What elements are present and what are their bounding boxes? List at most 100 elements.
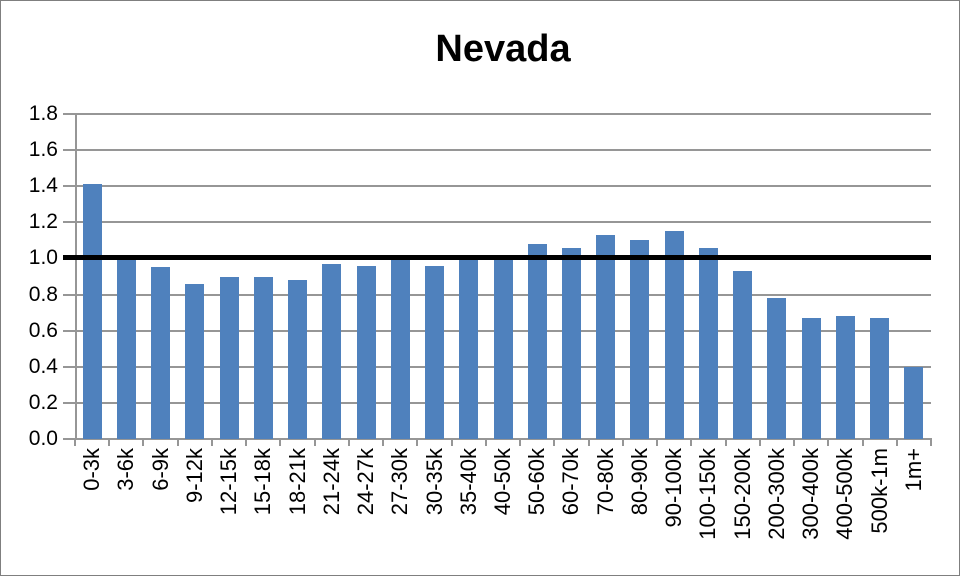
x-axis-tick [484,438,487,446]
chart-title: Nevada [435,28,571,70]
bar-9-12k [185,283,205,439]
x-axis-tick [758,438,761,446]
y-tick-label: 0.0 [28,427,58,450]
y-axis-tick [63,221,75,224]
x-axis-tick [347,438,350,446]
x-axis-tick [861,438,864,446]
x-tick-label: 400-500k [832,448,858,540]
bar-500k-1m [870,318,890,439]
y-axis-line [75,114,77,439]
x-axis-tick [313,438,316,446]
bar-24-27k [356,265,376,439]
x-axis-tick [382,438,385,446]
y-tick-label: 1.2 [28,210,58,234]
x-axis-tick [142,438,145,446]
y-tick-label: 1.8 [28,102,58,125]
y-tick-label: 0.2 [28,390,58,414]
y-tick-label: 0.4 [28,354,58,378]
x-tick-label: 18-21k [284,448,310,516]
x-axis-tick [519,438,522,446]
x-axis-tick [587,438,590,446]
x-tick-label: 12-15k [216,448,242,516]
y-tick-label: 0.8 [28,282,58,306]
x-axis-tick [553,438,556,446]
x-axis-tick [930,438,932,446]
bar-0-3k [82,184,102,439]
bar-50-60k [527,244,547,439]
x-tick-label: 6-9k [147,448,173,491]
bar-18-21k [288,280,308,439]
y-tick-label: 1.0 [28,246,58,270]
x-axis-tick [416,438,419,446]
y-axis-tick [63,401,75,404]
y-axis-tick [63,438,75,440]
reference-line [63,255,931,260]
bar-400-500k [835,316,855,439]
x-tick-label: 27-30k [387,448,413,516]
bar-300-400k [801,318,821,439]
bar-60-70k [561,247,581,439]
bar-40-50k [493,260,513,439]
x-tick-label: 200-300k [763,448,789,540]
x-axis-tick [279,438,282,446]
y-axis-tick [63,365,75,368]
x-tick-label: 9-12k [181,448,207,504]
x-tick-label: 3-6k [113,448,139,491]
gridline [75,113,931,115]
x-tick-label: 150-200k [729,448,755,540]
bar-100-150k [698,247,718,439]
bar-150-200k [733,271,753,439]
bar-12-15k [219,276,239,439]
x-tick-label: 0-3k [79,448,105,491]
gridline [75,149,931,152]
y-axis-tick [63,185,75,188]
bar-35-40k [459,260,479,439]
x-axis-line [75,438,931,440]
x-axis-tick [793,438,796,446]
x-axis-tick [450,438,453,446]
x-tick-label: 15-18k [250,448,276,516]
x-tick-label: 35-40k [455,448,481,516]
bar-70-80k [596,234,616,439]
bar-1m+ [904,366,924,439]
x-tick-label: 90-100k [661,448,687,528]
gridline [75,221,931,224]
x-axis-tick [895,438,898,446]
x-axis-tick [656,438,659,446]
x-axis-tick [210,438,213,446]
y-axis-tick [63,113,75,115]
x-axis-tick [690,438,693,446]
y-tick-label: 0.6 [28,318,58,342]
x-tick-label: 1m+ [900,448,926,492]
bar-21-24k [322,263,342,439]
x-tick-label: 30-35k [421,448,447,516]
bar-30-35k [425,265,445,439]
y-tick-label: 1.4 [28,174,58,198]
x-axis-tick [245,438,248,446]
x-axis-tick [621,438,624,446]
x-axis-tick [74,438,76,446]
x-tick-label: 24-27k [353,448,379,516]
y-tick-label: 1.6 [28,138,58,162]
x-tick-label: 100-150k [695,448,721,540]
bar-90-100k [664,231,684,439]
x-axis-tick [108,438,111,446]
x-tick-label: 500k-1m [866,448,892,534]
x-tick-label: 80-90k [626,448,652,516]
x-tick-label: 40-50k [490,448,515,516]
x-tick-label: 300-400k [798,448,824,540]
x-axis-tick [176,438,179,446]
x-tick-label: 50-60k [524,448,550,516]
x-tick-label: 21-24k [318,448,344,516]
y-axis-tick [63,149,75,152]
bar-27-30k [390,260,410,439]
y-axis-tick [63,293,75,296]
y-axis-tick [63,329,75,332]
bar-200-300k [767,298,787,439]
bar-6-9k [151,267,171,439]
gridline [75,185,931,188]
x-tick-label: 60-70k [558,448,584,516]
bar-3-6k [116,260,136,439]
bar-80-90k [630,240,650,439]
